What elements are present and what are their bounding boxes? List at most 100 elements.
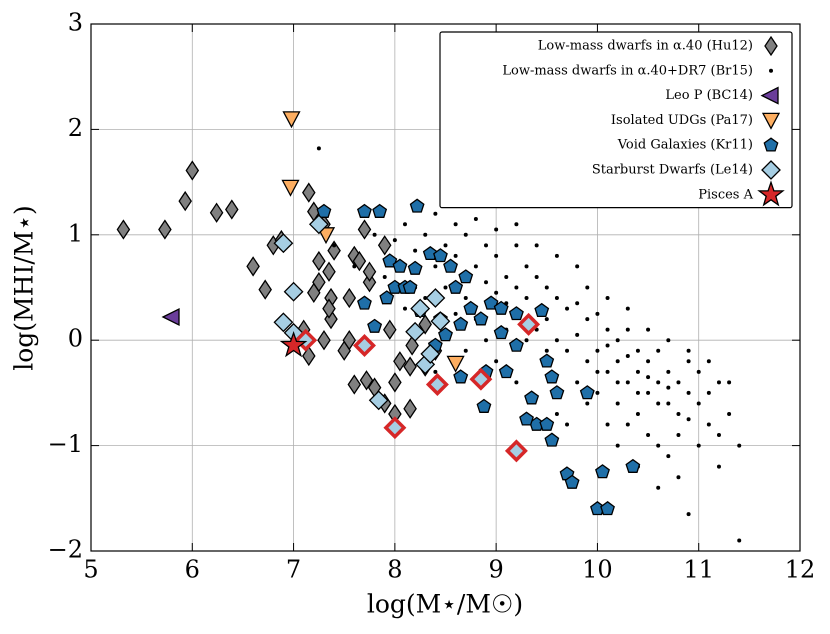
point [635, 369, 640, 374]
point [706, 390, 711, 395]
point [372, 203, 388, 218]
point [737, 538, 742, 543]
point [595, 464, 610, 479]
point [676, 380, 681, 385]
series [116, 160, 443, 425]
point [575, 380, 580, 385]
point [646, 327, 651, 332]
point [453, 316, 469, 331]
legend-label: Pisces A [698, 187, 753, 202]
x-tick-label: 8 [387, 556, 402, 584]
point [347, 374, 362, 395]
point [656, 380, 661, 385]
point [600, 500, 615, 516]
series [281, 111, 465, 373]
point [646, 359, 651, 364]
point [544, 348, 549, 353]
point [402, 222, 407, 227]
y-tick-label: −2 [48, 536, 83, 564]
point [282, 111, 301, 129]
point [524, 296, 529, 301]
point [666, 385, 671, 390]
point [656, 443, 661, 448]
point [463, 296, 468, 301]
point [625, 422, 630, 427]
point [534, 302, 550, 318]
point [225, 199, 239, 220]
point [656, 401, 661, 406]
point [625, 306, 630, 311]
point [493, 300, 509, 315]
point [402, 279, 418, 294]
point [519, 411, 534, 426]
point [646, 375, 651, 380]
legend-label: Isolated UDGs (Pa17) [611, 113, 753, 128]
legend-label: Void Galaxies (Kr11) [617, 138, 753, 153]
point [716, 464, 721, 469]
point [308, 214, 329, 235]
point [585, 359, 590, 364]
point [279, 331, 308, 358]
point [494, 253, 499, 258]
point [425, 373, 449, 396]
point [666, 454, 671, 459]
point [706, 359, 711, 364]
point [686, 390, 691, 395]
point [534, 243, 539, 248]
point [362, 272, 377, 293]
point [322, 261, 336, 282]
point [686, 359, 691, 364]
x-tick-label: 11 [683, 556, 714, 584]
point [595, 348, 600, 353]
point [686, 417, 691, 422]
point [605, 327, 610, 332]
point [635, 348, 640, 353]
point [605, 343, 610, 348]
point [393, 351, 407, 372]
point [508, 306, 524, 321]
point [554, 411, 559, 416]
point [388, 372, 402, 393]
point [273, 233, 294, 254]
point [575, 332, 580, 337]
point [727, 380, 732, 385]
point [635, 411, 640, 416]
point [534, 274, 539, 279]
point [453, 253, 458, 258]
point [353, 334, 376, 357]
point [494, 290, 499, 295]
point [524, 390, 540, 405]
y-tick-label: 2 [68, 114, 83, 142]
point [676, 475, 681, 480]
series [316, 198, 641, 516]
point [281, 179, 300, 197]
point [676, 411, 681, 416]
point [605, 296, 610, 301]
point [615, 359, 620, 364]
point [463, 300, 479, 315]
point [595, 369, 600, 374]
point [504, 274, 509, 279]
point [367, 318, 383, 333]
point [539, 416, 555, 431]
point [696, 443, 701, 448]
point [539, 353, 555, 368]
point [727, 411, 732, 416]
point [283, 281, 304, 302]
point [686, 348, 691, 353]
point [498, 363, 514, 379]
point [372, 232, 377, 237]
point [307, 282, 321, 303]
point [554, 338, 559, 343]
point [409, 198, 425, 213]
point [469, 367, 493, 391]
point [273, 312, 294, 333]
point [332, 243, 337, 248]
plot-frame [90, 23, 801, 552]
point [392, 238, 397, 243]
point [185, 160, 200, 181]
x-tick-label: 9 [489, 556, 504, 584]
point [403, 398, 417, 419]
y-tick-label: 3 [68, 9, 83, 37]
point [706, 422, 711, 427]
